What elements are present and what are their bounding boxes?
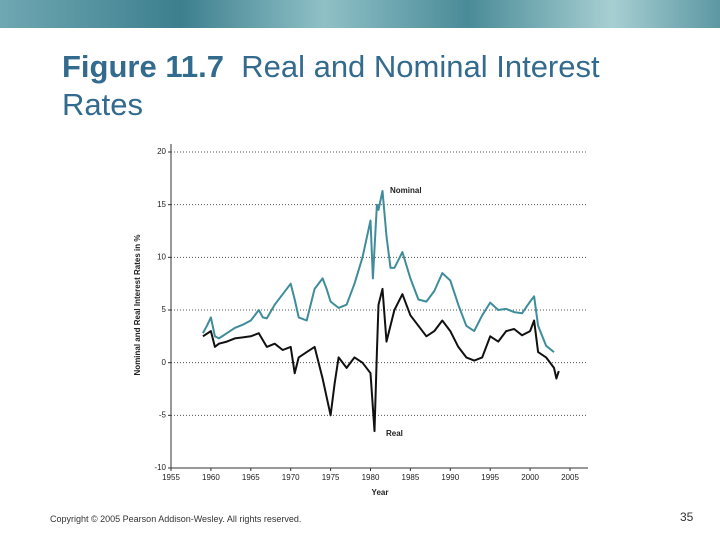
slide-title: Figure 11.7 Real and Nominal Interest Ra… (62, 48, 622, 124)
annotation: Real (386, 429, 403, 438)
y-tick-label: 5 (162, 305, 167, 314)
banner (0, 0, 720, 28)
y-tick-label: -10 (154, 463, 166, 472)
x-axis-label: Year (372, 488, 389, 497)
x-tick-label: 1975 (322, 473, 340, 482)
line-series (202, 190, 555, 353)
x-tick-label: 2005 (561, 473, 579, 482)
page-number: 35 (680, 510, 694, 524)
x-tick-label: 1985 (402, 473, 420, 482)
line-series (202, 287, 560, 433)
x-tick-label: 1955 (162, 473, 180, 482)
y-axis-label: Nominal and Real Interest Rates in % (133, 235, 142, 376)
x-tick-label: 1970 (282, 473, 300, 482)
y-tick-label: -5 (159, 410, 167, 419)
x-tick-label: 1960 (202, 473, 220, 482)
title-text: Real and Nominal Interest Rates (62, 49, 600, 122)
x-tick-label: 2000 (521, 473, 539, 482)
x-tick-label: 1990 (441, 473, 459, 482)
title-bold: Figure 11.7 (62, 49, 224, 84)
x-tick-label: 1980 (362, 473, 380, 482)
y-tick-label: 15 (157, 200, 166, 209)
x-tick-label: 1965 (242, 473, 260, 482)
y-tick-label: 20 (157, 147, 166, 156)
annotation: Nominal (390, 186, 422, 195)
y-tick-label: 10 (157, 252, 166, 261)
footer: Copyright © 2005 Pearson Addison-Wesley.… (50, 514, 302, 524)
x-tick-label: 1995 (481, 473, 499, 482)
y-tick-label: 0 (162, 358, 167, 367)
